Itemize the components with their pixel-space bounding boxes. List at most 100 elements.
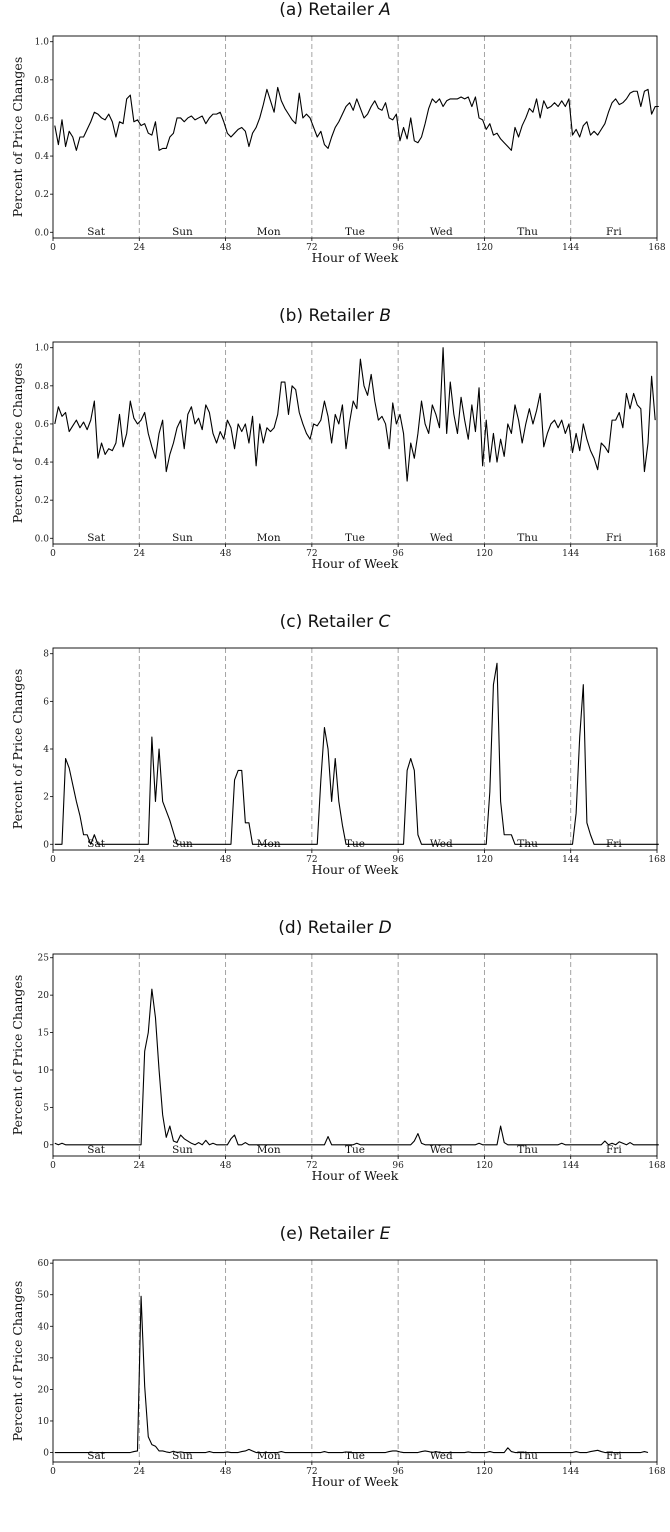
day-label: Fri (606, 1144, 622, 1156)
panel-title-letter: C (378, 612, 391, 632)
x-tick-label: 144 (562, 1161, 579, 1171)
y-axis-label: Percent of Price Changes (10, 57, 25, 217)
x-tick-label: 72 (306, 1161, 317, 1171)
x-tick-label: 0 (50, 1467, 56, 1477)
x-axis-label: Hour of Week (312, 556, 399, 571)
panel-title: (d) Retailer D (0, 918, 670, 938)
x-tick-label: 72 (306, 549, 317, 559)
x-axis-label: Hour of Week (312, 1474, 399, 1489)
day-label: Sat (87, 1144, 105, 1156)
day-label: Mon (257, 1450, 281, 1462)
day-label: Sat (87, 226, 105, 238)
x-axis-label: Hour of Week (312, 250, 399, 265)
x-axis-label: Hour of Week (312, 1168, 399, 1183)
y-axis-label: Percent of Price Changes (10, 975, 25, 1135)
panel-retailer-a: (a) Retailer A Sat Sun Mon Tue Wed Thu Fri 0 24 4… (0, 0, 670, 306)
y-tick-label: 0 (43, 840, 49, 850)
y-tick-label: 50 (38, 1291, 50, 1301)
day-label: Wed (430, 226, 453, 238)
x-tick-label: 168 (648, 1467, 665, 1477)
panel-title: (b) Retailer B (0, 306, 670, 326)
y-tick-label: 4 (43, 745, 49, 755)
y-tick-label: 0 (43, 1449, 49, 1459)
y-tick-label: 0.8 (35, 76, 50, 86)
x-tick-label: 48 (220, 1161, 232, 1171)
series-line (54, 988, 659, 1146)
x-tick-label: 144 (562, 549, 579, 559)
x-tick-label: 24 (134, 1467, 146, 1477)
x-tick-label: 24 (134, 243, 146, 253)
panel-title-text: (c) Retailer (279, 612, 379, 632)
day-label: Tue (345, 1144, 365, 1156)
y-tick-label: 0.0 (35, 534, 50, 544)
x-tick-label: 0 (50, 855, 56, 865)
y-tick-label: 1.0 (35, 38, 50, 48)
plot-frame (52, 1259, 658, 1463)
day-label: Mon (257, 1144, 281, 1156)
y-axis-label: Percent of Price Changes (10, 1281, 25, 1441)
day-label: Fri (606, 1450, 622, 1462)
chart-retailer-d: Sat Sun Mon Tue Wed Thu Fri 0 24 48 72 96 120 144 168 0… (10, 953, 666, 1183)
day-label: Thu (517, 1144, 538, 1156)
day-label: Wed (430, 532, 453, 544)
x-tick-label: 24 (134, 855, 146, 865)
x-tick-label: 144 (562, 855, 579, 865)
x-axis-label: Hour of Week (312, 862, 399, 877)
y-axis-label: Percent of Price Changes (10, 363, 25, 523)
day-label: Thu (517, 532, 538, 544)
x-tick-label: 96 (392, 1161, 404, 1171)
panel-title-text: (e) Retailer (279, 1224, 380, 1244)
panel-title-letter: A (379, 0, 391, 20)
panel-retailer-d: (d) Retailer D Sat Sun Mon Tue Wed Thu Fri 0 24 4… (0, 918, 670, 1224)
x-tick-label: 48 (220, 855, 232, 865)
y-tick-label: 10 (38, 1066, 50, 1076)
x-tick-label: 24 (134, 549, 146, 559)
x-tick-label: 120 (476, 549, 493, 559)
plot-frame (52, 35, 658, 239)
x-tick-label: 168 (648, 549, 665, 559)
day-label: Sat (87, 1450, 105, 1462)
x-tick-label: 120 (476, 1467, 493, 1477)
day-label: Fri (606, 532, 622, 544)
day-label: Tue (345, 226, 365, 238)
y-tick-label: 6 (43, 697, 49, 707)
y-tick-label: 25 (38, 954, 50, 964)
x-tick-label: 0 (50, 1161, 56, 1171)
x-tick-label: 168 (648, 855, 665, 865)
day-label: Sun (172, 1144, 193, 1156)
panel-title: (a) Retailer A (0, 0, 670, 20)
panel-title: (c) Retailer C (0, 612, 670, 632)
chart-retailer-b: Sat Sun Mon Tue Wed Thu Fri 0 24 48 72 96 120 144 168 0… (10, 341, 666, 571)
x-tick-label: 96 (392, 549, 404, 559)
panel-title: (e) Retailer E (0, 1224, 670, 1244)
y-tick-label: 0.2 (35, 190, 49, 200)
panel-title-letter: D (378, 918, 392, 938)
y-tick-label: 0.4 (35, 458, 50, 468)
y-tick-label: 5 (43, 1103, 49, 1113)
chart-retailer-a: Sat Sun Mon Tue Wed Thu Fri 0 24 48 72 96 120 144 168 0… (10, 35, 666, 265)
x-tick-label: 144 (562, 243, 579, 253)
x-tick-label: 72 (306, 1467, 317, 1477)
y-tick-label: 40 (38, 1322, 50, 1332)
x-tick-label: 0 (50, 243, 56, 253)
x-tick-label: 48 (220, 549, 232, 559)
y-axis-label: Percent of Price Changes (10, 669, 25, 829)
series-line (54, 1295, 649, 1454)
y-tick-label: 0.6 (35, 420, 50, 430)
plot-frame (52, 647, 658, 851)
y-tick-label: 0.6 (35, 114, 50, 124)
x-tick-label: 120 (476, 243, 493, 253)
y-tick-label: 15 (38, 1029, 50, 1039)
panel-title-letter: B (379, 306, 392, 326)
y-tick-label: 0.2 (35, 496, 49, 506)
y-tick-label: 60 (38, 1259, 50, 1269)
x-tick-label: 168 (648, 243, 665, 253)
y-tick-label: 2 (43, 793, 49, 803)
series-line (54, 662, 659, 845)
y-tick-label: 0 (43, 1141, 49, 1151)
y-tick-label: 0.8 (35, 382, 50, 392)
day-label: Sun (172, 532, 193, 544)
